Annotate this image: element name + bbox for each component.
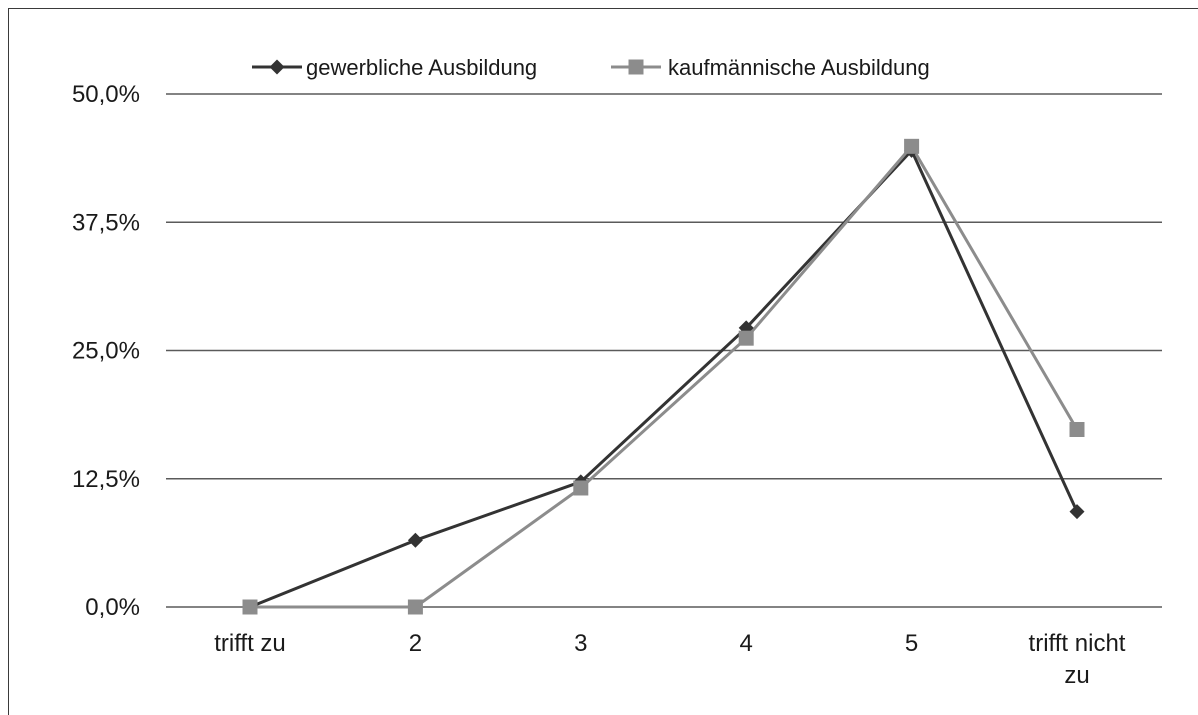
series-2-point [738,330,754,346]
y-axis-tick-labels: 0,0% 12,5% 25,0% 37,5% 50,0% [72,81,140,621]
series-lines [249,144,1079,609]
legend-label-1: gewerbliche Ausbildung [306,55,537,80]
series-1-point [1069,504,1085,520]
series-line-1 [249,148,1079,609]
x-tick-label: 2 [409,630,422,657]
series-2-point [1069,422,1085,438]
series-line-2 [250,144,1079,609]
x-tick-label: 3 [574,630,587,657]
series-2-point [573,480,589,496]
series-markers [242,138,1085,615]
series-2-point [904,138,920,154]
y-tick-label: 25,0% [72,338,140,365]
x-tick-label: 5 [905,630,918,657]
legend: gewerbliche Ausbildung kaufmännische Ausb… [252,55,930,80]
series-2-point [407,599,423,615]
x-tick-label: trifft zu [214,630,286,657]
legend-marker-2 [628,59,644,75]
x-axis-tick-labels: trifft zu 2 3 4 5 trifft nicht zu [214,630,1126,689]
x-tick-label: 4 [740,630,753,657]
legend-label-2: kaufmännische Ausbildung [668,55,930,80]
legend-marker-1 [269,59,285,75]
y-tick-label: 50,0% [72,81,140,108]
y-tick-label: 0,0% [85,594,140,621]
y-tick-label: 37,5% [72,209,140,236]
chart-frame [8,8,1198,715]
gridlines [166,93,1162,608]
x-tick-label: trifft nicht zu [1029,630,1126,689]
series-2-point [242,599,258,615]
series-1-point [407,532,423,548]
y-tick-label: 12,5% [72,466,140,493]
